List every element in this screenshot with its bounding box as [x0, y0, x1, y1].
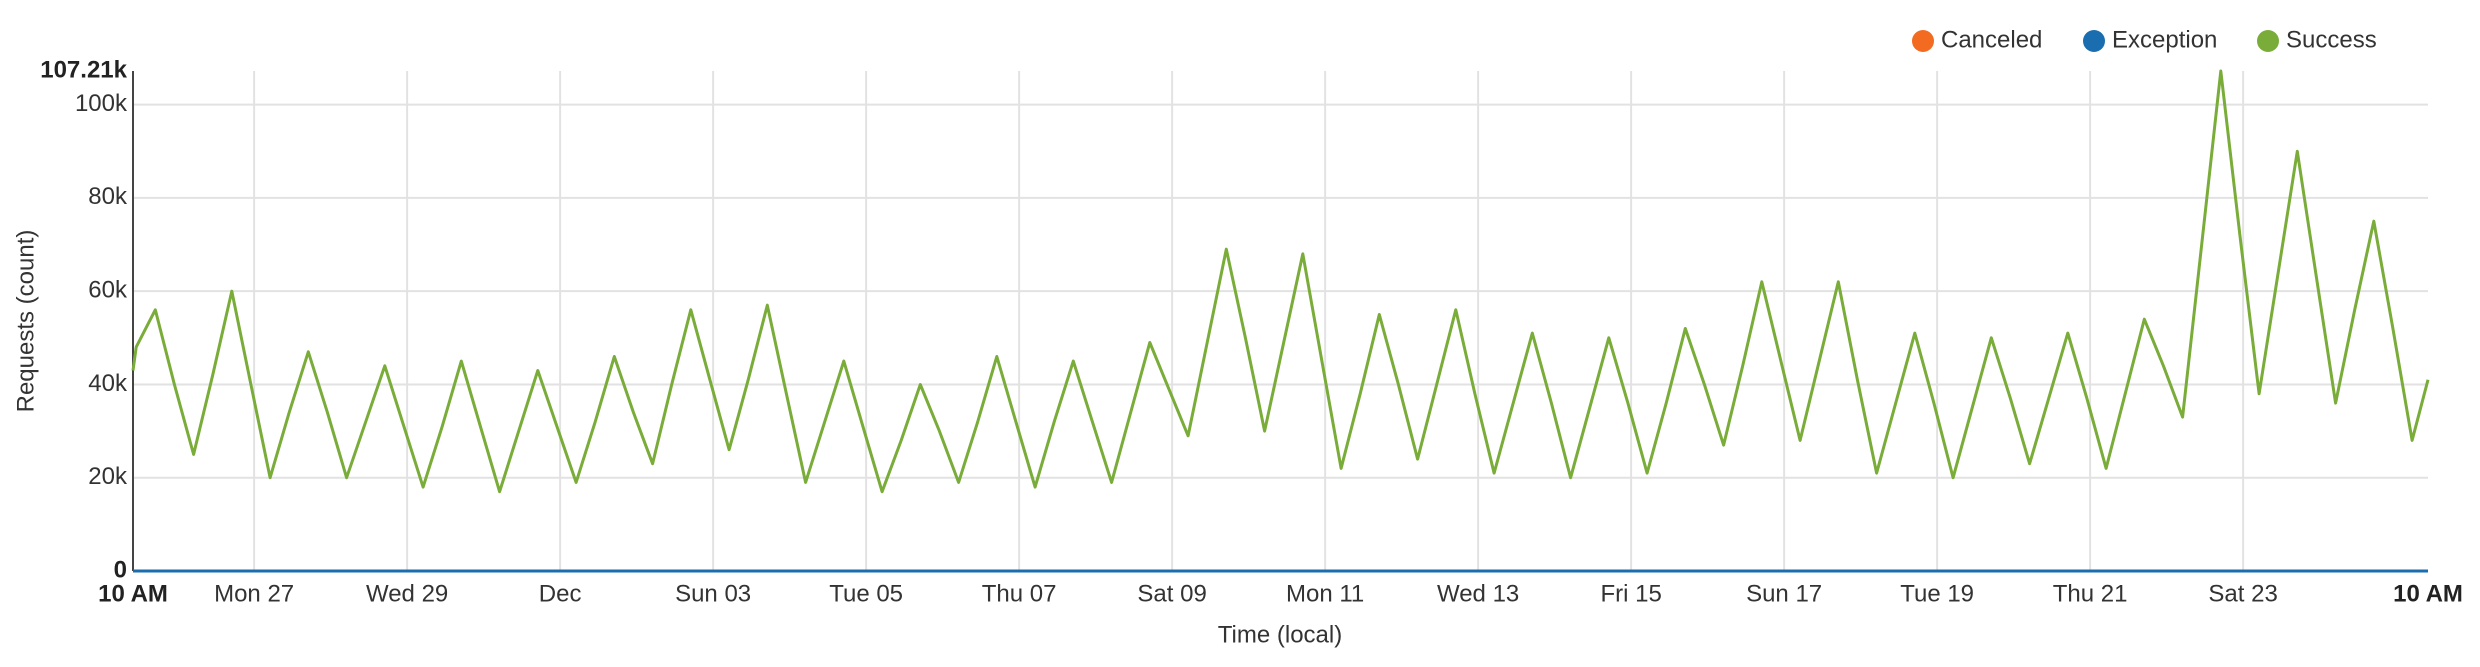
x-axis-title: Time (local): [1218, 621, 1342, 648]
x-tick-label: Tue 05: [829, 580, 903, 607]
y-tick-label: 100k: [75, 90, 128, 117]
x-tick-label: Sat 23: [2208, 580, 2277, 607]
y-tick-label: 60k: [88, 277, 128, 304]
x-tick-label: Sun 03: [675, 580, 751, 607]
legend-swatch: [2083, 30, 2105, 52]
y-tick-label: 40k: [88, 370, 128, 397]
x-tick-label: Wed 29: [366, 580, 448, 607]
x-tick-label: Mon 27: [214, 580, 294, 607]
series-line: [131, 69, 2430, 494]
x-tick-label: Tue 19: [1900, 580, 1974, 607]
y-tick-label: 80k: [88, 183, 128, 210]
x-tick-label: Sat 09: [1137, 580, 1206, 607]
y-axis-title: Requests (count): [12, 230, 39, 413]
x-tick-label: Thu 21: [2053, 580, 2128, 607]
x-tick-label: Sun 17: [1746, 580, 1822, 607]
legend-swatch: [1912, 30, 1934, 52]
x-tick-label: 10 AM: [2393, 580, 2463, 607]
y-tick-label: 20k: [88, 463, 128, 490]
x-tick-label: Mon 11: [1286, 580, 1364, 607]
legend-label: Canceled: [1941, 26, 2042, 53]
legend-label: Exception: [2112, 26, 2217, 53]
x-tick-label: Dec: [539, 580, 582, 607]
legend-label: Success: [2286, 26, 2377, 53]
x-tick-label: Fri 15: [1600, 580, 1661, 607]
x-tick-label: Wed 13: [1437, 580, 1519, 607]
legend-swatch: [2257, 30, 2279, 52]
y-tick-label: 107.21k: [40, 56, 127, 83]
x-tick-label: Thu 07: [982, 580, 1057, 607]
x-tick-label: 10 AM: [98, 580, 168, 607]
y-tick-label: 0: [114, 556, 127, 583]
